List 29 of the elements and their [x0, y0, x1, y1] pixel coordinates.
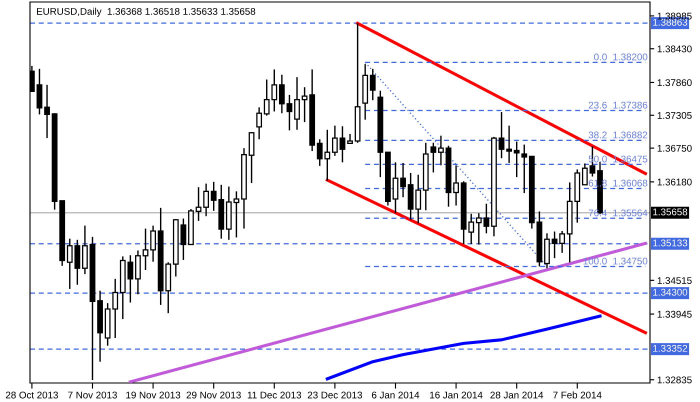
y-tick-label: 1.32835	[658, 376, 692, 384]
ref-line-label: 1.35133	[653, 240, 688, 246]
y-tick-label: 1.34515	[658, 277, 692, 284]
y-tick-label: 1.37860	[658, 79, 692, 86]
y-tick-label: 1.37305	[658, 112, 692, 119]
annotation: 0.0 1.38200	[594, 54, 648, 60]
x-tick-label: 23 Dec 2013	[308, 392, 362, 398]
y-tick-label: 1.36750	[658, 144, 692, 152]
text: EURUSD,Daily 1.36368 1.36518 1.35633 1.35658	[37, 8, 256, 17]
x-tick-label: 19 Nov 2013	[126, 392, 180, 398]
x-tick-label: 6 Jan 2014	[372, 392, 420, 398]
ref-line-label: 1.38863	[653, 18, 688, 26]
x-tick-label: 7 Nov 2013	[68, 392, 117, 398]
x-tick-label: 29 Nov 2013	[186, 392, 241, 398]
annotation: 23.6 1.37386	[588, 102, 648, 109]
annotation: 100.0 1.34750	[584, 258, 648, 265]
y-tick-label: 1.36180	[658, 178, 692, 186]
ref-line-label: 1.33352	[653, 344, 688, 352]
x-tick-label: 16 Jan 2014	[430, 392, 483, 398]
y-tick-label: 1.38430	[658, 45, 692, 52]
x-tick-label: 28 Oct 2013	[6, 392, 58, 398]
ref-line-label: 1.34300	[653, 288, 688, 296]
y-tick-label: 1.33945	[658, 310, 692, 318]
annotation: 76.4 1.35564	[588, 209, 648, 216]
annotation: 38.2 1.36882	[588, 132, 648, 138]
ref-line-label: 1.35658	[653, 208, 688, 216]
x-tick-label: 11 Dec 2013	[248, 392, 302, 398]
x-tick-label: 28 Jan 2014	[490, 392, 544, 398]
x-tick-label: 7 Feb 2014	[553, 391, 602, 398]
